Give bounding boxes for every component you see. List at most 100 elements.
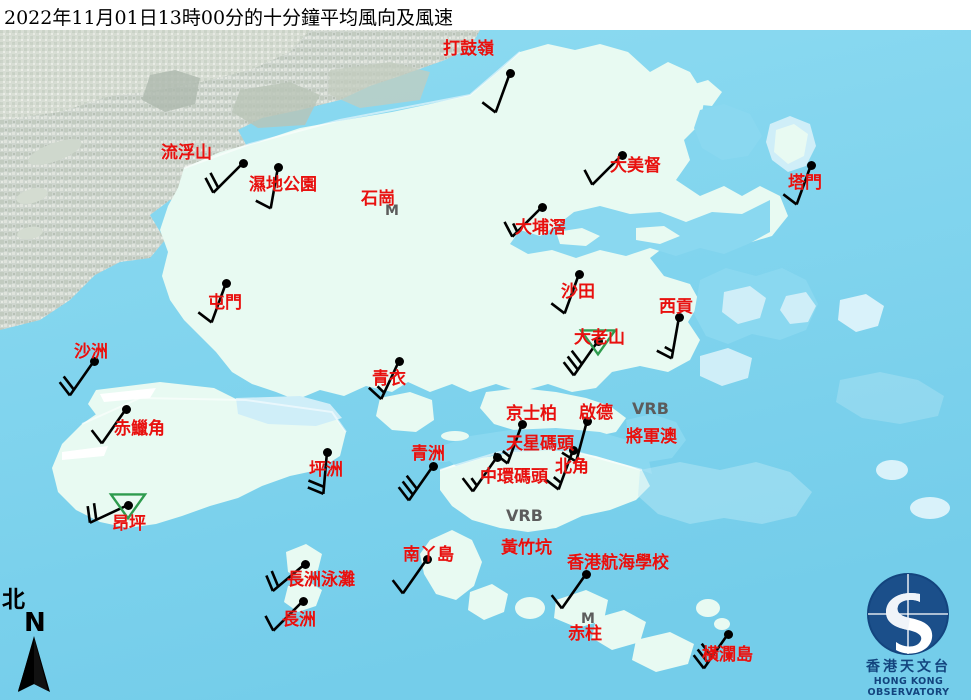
- station-label: 屯門: [208, 293, 242, 313]
- station-label: 天星碼頭: [506, 434, 574, 454]
- sai-kung-island-c: [838, 294, 884, 332]
- station-dot: [593, 336, 603, 346]
- station-dot: [394, 356, 404, 366]
- islet-waglan-near: [696, 599, 720, 617]
- compass-rose: 北 N: [2, 588, 72, 700]
- station-label: 石崗: [361, 189, 395, 209]
- station-dot: [428, 461, 438, 471]
- sai-kung-island-a: [722, 286, 766, 324]
- headland-ne: [688, 80, 722, 106]
- station-dot: [300, 559, 310, 569]
- station-label: 長洲泳灘: [287, 570, 355, 590]
- station-dot: [505, 68, 515, 78]
- peng-chau-island: [290, 436, 310, 452]
- mirs-bay-inlet: [694, 104, 762, 160]
- station-label: 長洲: [282, 610, 316, 630]
- station-dot: [322, 447, 332, 457]
- station-label: 京士柏: [506, 404, 557, 424]
- station-label: 啟德: [579, 403, 613, 423]
- station-label: 流浮山: [161, 143, 212, 163]
- station-dot: [298, 596, 308, 606]
- waglan-island-shape: [714, 618, 730, 630]
- isle-nw-2: [16, 188, 48, 204]
- lantau-ne-shallow: [236, 396, 342, 426]
- stonecutters-island: [441, 431, 469, 441]
- station-dot: [581, 569, 591, 579]
- missing-data-marker: M: [581, 611, 595, 627]
- island-tapmun: [774, 124, 808, 164]
- station-label: 昂坪: [112, 514, 146, 534]
- coastline-highlights: [81, 51, 643, 471]
- hei-ling-chau: [284, 456, 300, 468]
- station-dot: [568, 445, 578, 455]
- station-label: 香港航海學校: [567, 553, 669, 573]
- islet-south-b: [632, 632, 694, 672]
- station-label: 赤柱: [568, 624, 602, 644]
- page-title: 2022年11月01日13時00分的十分鐘平均風向及風速: [4, 7, 454, 29]
- station-dot: [422, 554, 432, 564]
- tolo-island-a: [556, 228, 600, 246]
- station-dot: [121, 404, 131, 414]
- hko-logo-icon: [867, 573, 949, 655]
- compass-label-zh: 北: [2, 586, 25, 613]
- station-label: 南丫島: [403, 545, 454, 565]
- lamma-island: [420, 530, 482, 600]
- station-dot: [617, 150, 627, 160]
- new-territories-landmass: [160, 44, 788, 400]
- station-label: 西貢: [659, 297, 693, 317]
- station-label: 塔門: [788, 173, 822, 193]
- shallow-se: [638, 462, 812, 524]
- shallow-e: [836, 372, 944, 424]
- airport-runway-south: [62, 446, 108, 460]
- tseung-kwan-o-bay: [626, 414, 686, 462]
- logo-text-en: HONG KONG OBSERVATORY: [867, 676, 950, 698]
- station-dot: [537, 202, 547, 212]
- station-label: 赤鱲角: [114, 419, 165, 439]
- tsing-yi-island: [376, 392, 434, 432]
- islet-south-a: [592, 610, 646, 650]
- islet-east-a: [876, 460, 908, 480]
- station-label: 沙田: [561, 282, 595, 302]
- sai-kung-island-b: [780, 292, 816, 324]
- station-dot: [221, 278, 231, 288]
- station-dot: [582, 416, 592, 426]
- station-label: 黃竹坑: [501, 538, 552, 558]
- urban-block-c: [328, 62, 430, 108]
- variable-wind-marker: VRB: [506, 506, 543, 525]
- mainland-landmass: [0, 30, 480, 330]
- victoria-harbour-water-2: [432, 428, 652, 474]
- station-label: 大埔滘: [515, 218, 566, 238]
- station-dot: [674, 312, 684, 322]
- variable-wind-marker: VRB: [632, 399, 669, 418]
- station-dot: [89, 356, 99, 366]
- station-dot: [806, 160, 816, 170]
- compass-label-en: N: [24, 608, 46, 638]
- station-dot: [238, 158, 248, 168]
- station-label: 橫瀾島: [702, 645, 753, 665]
- station-dot: [723, 629, 733, 639]
- title-bar: 2022年11月01日13時00分的十分鐘平均風向及風速: [0, 0, 971, 30]
- clearwater-bay-shallow: [700, 348, 752, 386]
- station-label: 打鼓嶺: [443, 39, 494, 59]
- station-label: 青衣: [372, 369, 406, 389]
- islet-south-c: [515, 597, 545, 619]
- station-dot: [517, 419, 527, 429]
- station-label: 將軍澳: [626, 427, 677, 447]
- station-label: 沙洲: [74, 342, 108, 362]
- tolo-island-b: [636, 226, 680, 244]
- station-label: 青洲: [411, 444, 445, 464]
- logo-text-zh: 香港天文台: [866, 659, 951, 675]
- station-label: 大美督: [610, 156, 661, 176]
- station-label: 濕地公園: [249, 175, 317, 195]
- station-dot: [123, 500, 133, 510]
- missing-data-marker: M: [385, 203, 399, 219]
- north-arrow-icon: [18, 636, 50, 692]
- isle-nw-3: [17, 226, 43, 240]
- station-label: 中環碼頭: [480, 467, 548, 487]
- station-dot: [273, 162, 283, 172]
- islet-east-b: [910, 497, 950, 519]
- hko-logo: 香港天文台 HONG KONG OBSERVATORY: [846, 572, 971, 700]
